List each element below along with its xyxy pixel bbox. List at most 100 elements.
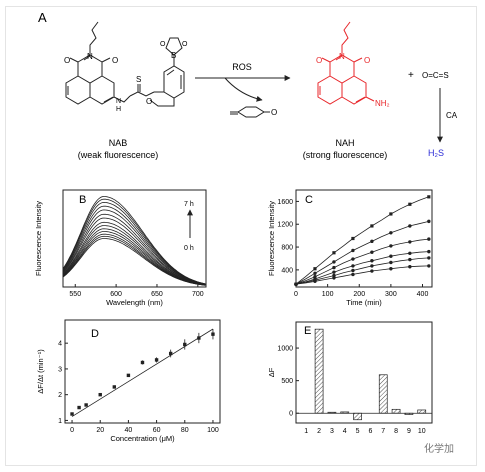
bar (391, 408, 401, 414)
data-point (154, 358, 159, 362)
x-tick-label: 9 (407, 428, 411, 435)
x-axis-label: Concentration (μM) (110, 434, 175, 443)
spectrum-line (62, 209, 206, 285)
data-point (98, 392, 102, 397)
plot-frame (62, 189, 207, 288)
y-axis-label: ΔF (267, 367, 276, 377)
data-point (370, 259, 374, 263)
spectrum-line (62, 225, 206, 286)
y-tick-label: 1600 (277, 199, 293, 206)
data-point (351, 264, 355, 268)
y-axis-label: Fluorescence Intensity (34, 201, 43, 276)
data-point (408, 251, 412, 256)
data-point (112, 385, 117, 389)
data-point (389, 267, 393, 271)
nah-o-top: O (316, 56, 322, 65)
y-tick-label: 4 (58, 341, 62, 348)
x-tick-label: 100 (322, 291, 334, 298)
nab-nh-n: N (116, 98, 121, 105)
x-tick-label: 0 (70, 427, 74, 434)
plot-frame (64, 319, 221, 424)
nab-structure (65, 21, 185, 107)
x-tick-label: 5 (356, 428, 360, 435)
data-point (408, 240, 412, 244)
y-tick-label: 1000 (277, 346, 293, 353)
data-point (197, 336, 201, 340)
data-point (313, 271, 317, 276)
nah-name: NAH (335, 138, 354, 148)
x-tick-label: 100 (207, 427, 219, 434)
data-point (370, 250, 374, 254)
x-tick-label: 1 (304, 428, 308, 435)
nab-name: NAB (109, 138, 128, 148)
h2s-label: H₂S (428, 148, 444, 158)
nab-b: B (171, 51, 176, 60)
x-tick-label: 3 (330, 428, 334, 435)
scheme-label: A (38, 10, 47, 25)
nab-nh-h: H (116, 106, 121, 113)
x-tick-label: 650 (151, 291, 163, 298)
spectrum-line (62, 205, 206, 285)
x-tick-label: 400 (417, 291, 429, 298)
x-tick-label: 40 (125, 427, 133, 434)
bar (378, 374, 388, 414)
y-axis-label: Fluorescence Intensity (267, 201, 276, 276)
y-tick-label: 1 (58, 418, 62, 425)
kinetics-line (295, 265, 429, 285)
x-tick-label: 20 (96, 427, 104, 434)
y-tick-label: 3 (58, 366, 62, 373)
data-point (313, 279, 317, 283)
data-point (351, 248, 355, 253)
ros-label: ROS (232, 62, 252, 72)
data-point (351, 272, 355, 277)
data-point (370, 224, 374, 228)
bar (404, 412, 414, 415)
data-point (427, 237, 431, 241)
plot-frame (295, 321, 433, 424)
data-point (389, 244, 393, 248)
data-point (370, 264, 374, 268)
x-tick-label: 60 (153, 427, 161, 434)
x-tick-label: 600 (110, 291, 122, 298)
data-point (294, 282, 298, 286)
data-point (140, 360, 145, 365)
kinetics-line (295, 196, 429, 285)
nab-description: (weak fluorescence) (78, 150, 159, 160)
figure-border (5, 6, 477, 466)
data-point (389, 212, 393, 216)
data-point (427, 249, 431, 254)
data-point (126, 373, 131, 378)
data-point (427, 195, 431, 199)
nab-s: S (136, 75, 141, 84)
data-point (427, 264, 431, 268)
x-tick-label: 2 (317, 428, 321, 435)
y-tick-label: 400 (281, 267, 293, 274)
bar (417, 409, 427, 414)
data-point (77, 405, 81, 410)
nab-ester-o: O (146, 97, 152, 106)
y-tick-label: 0 (289, 411, 293, 418)
data-point (408, 224, 412, 228)
y-tick-label: 1200 (277, 222, 293, 229)
nab-o-right: O (112, 56, 118, 65)
x-tick-label: 300 (385, 291, 397, 298)
nab-o-top: O (64, 56, 70, 65)
x-tick-label: 7 (381, 428, 385, 435)
spectrum-line (62, 213, 206, 285)
x-tick-label: 6 (368, 428, 372, 435)
nah-nh2: NH₂ (375, 99, 390, 108)
data-point (351, 268, 355, 273)
x-tick-label: 200 (353, 291, 365, 298)
data-point (313, 267, 317, 271)
panel-label: D (91, 328, 99, 340)
byproduct-arrow (224, 77, 263, 102)
plot-frame (295, 189, 433, 288)
data-point (389, 254, 393, 258)
x-tick-label: 10 (418, 428, 426, 435)
nab-n: N (87, 52, 93, 61)
nah-o-right: O (364, 56, 370, 65)
x-tick-label: 4 (343, 428, 347, 435)
